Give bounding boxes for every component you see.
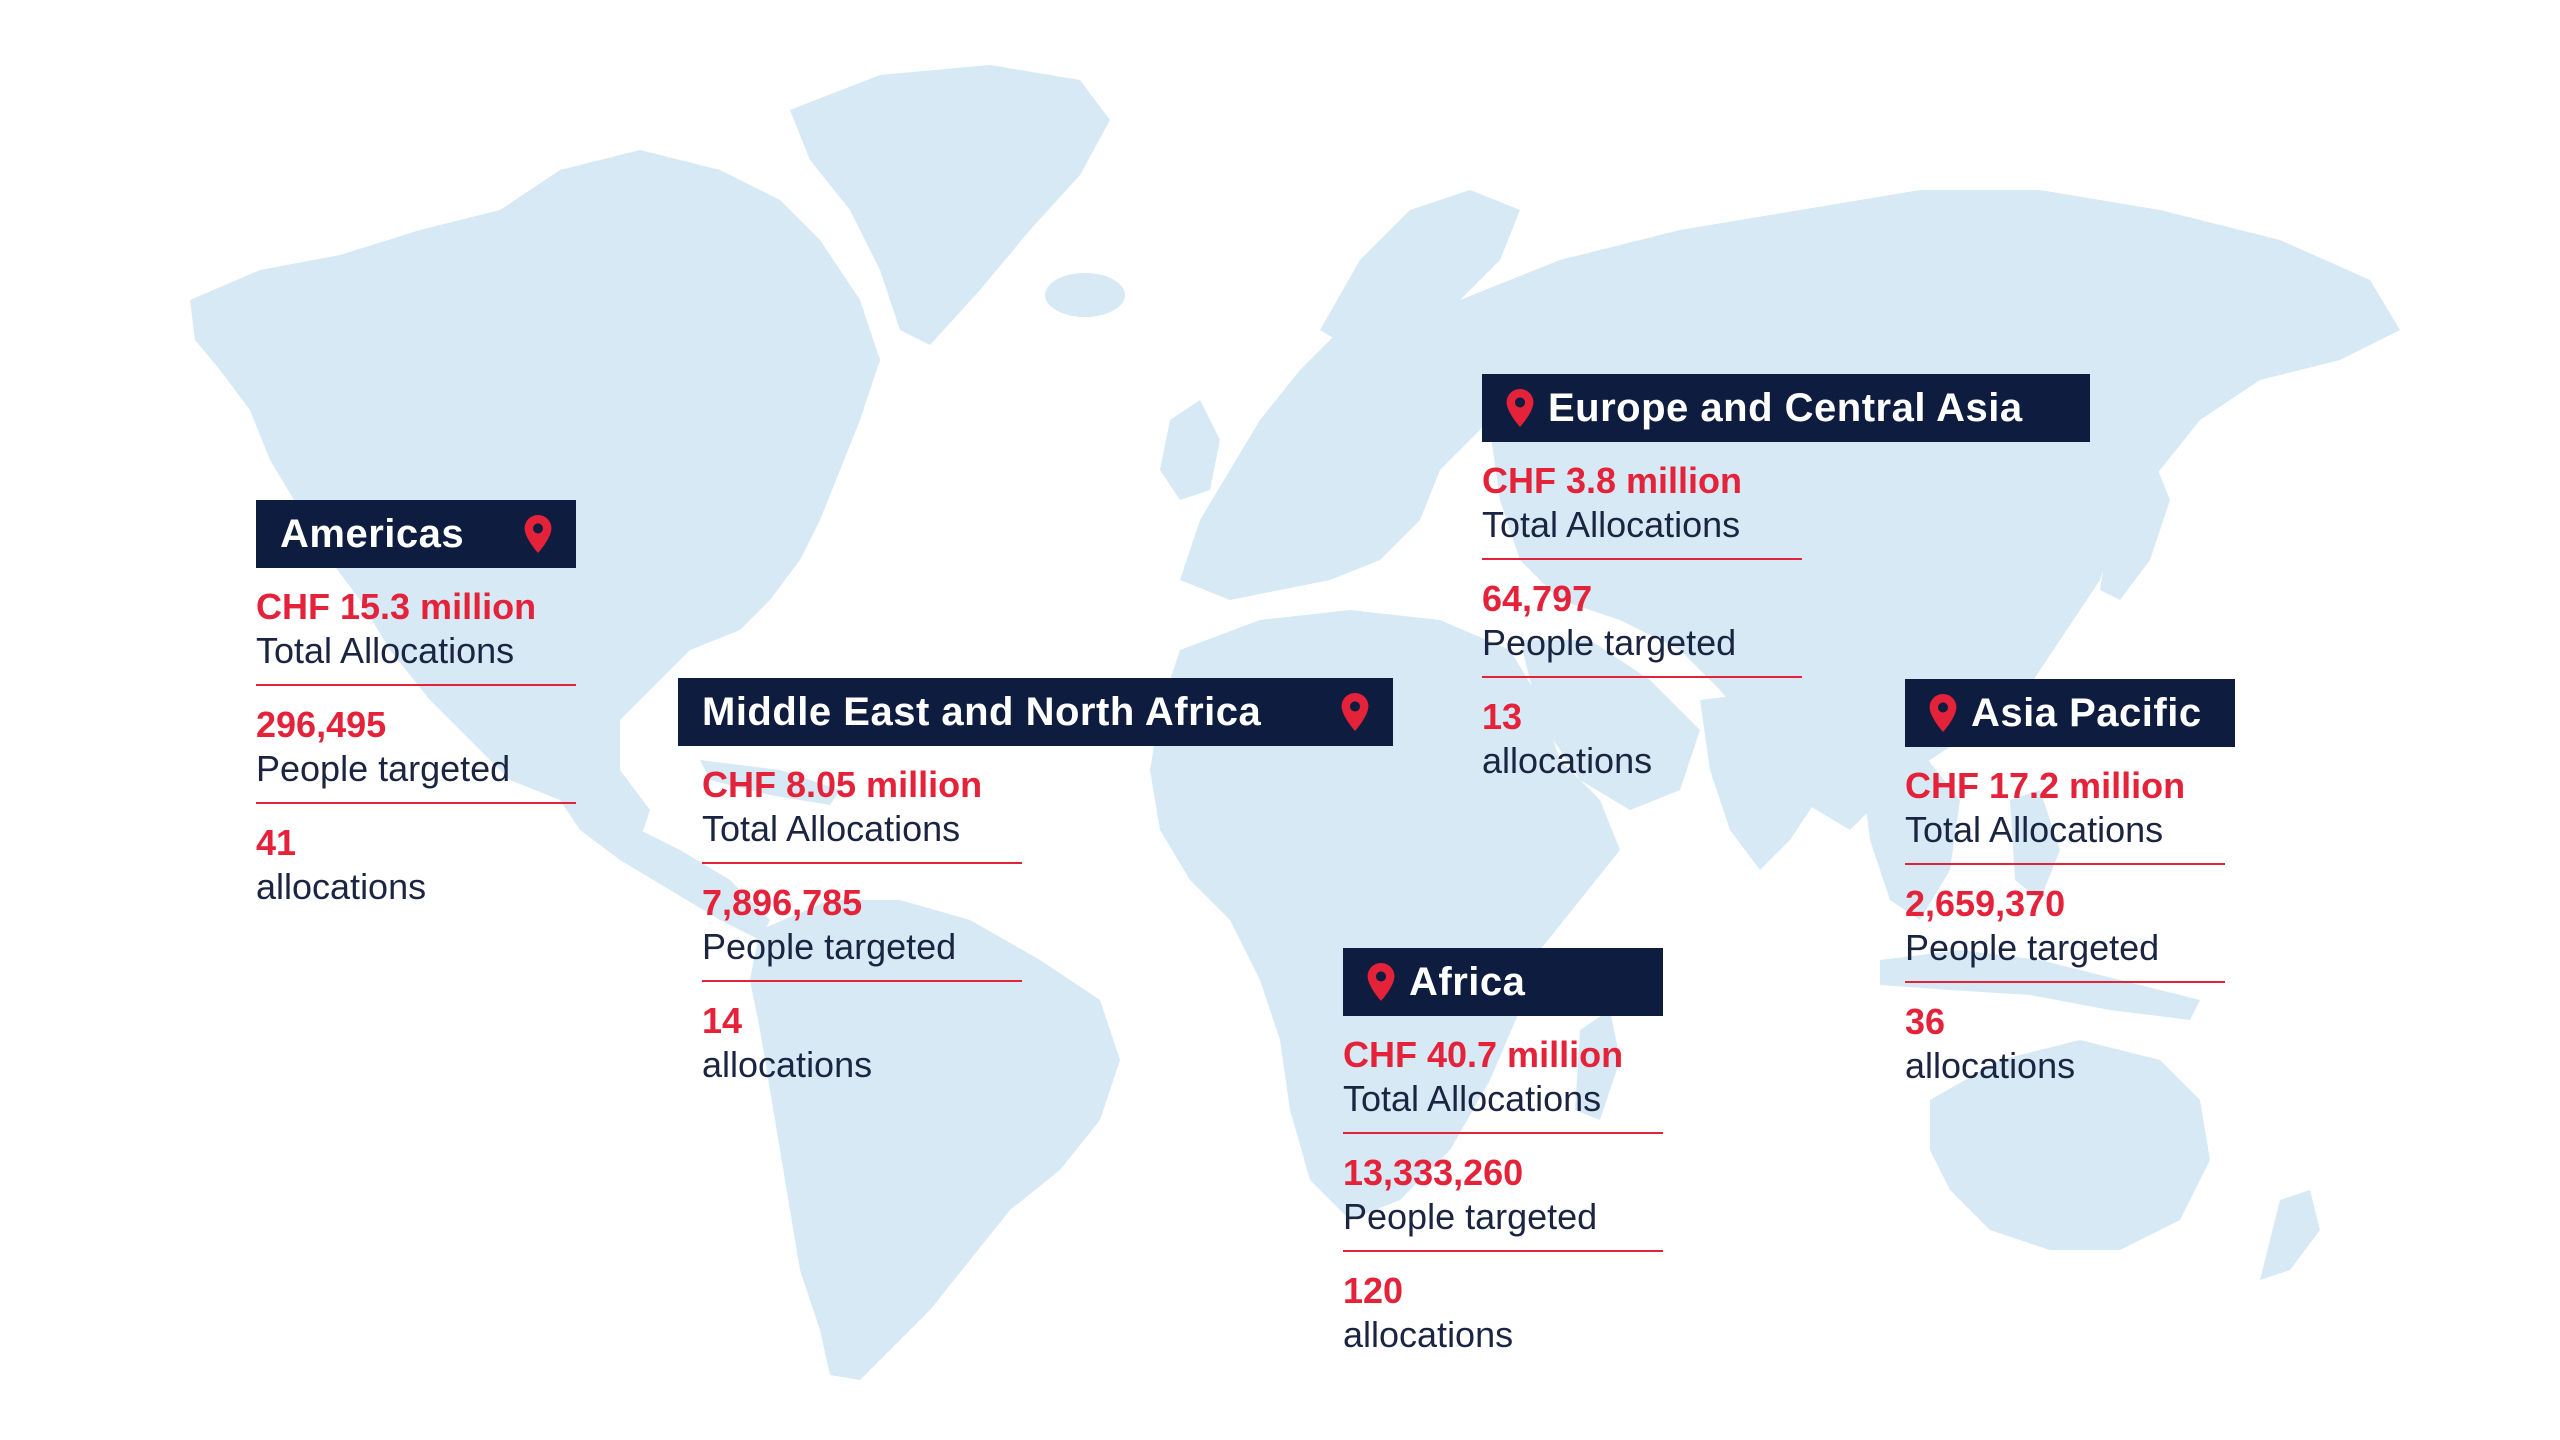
- stat-label: allocations: [1343, 1314, 1514, 1355]
- region-header: Middle East and North Africa: [678, 678, 1393, 746]
- north-america-shape: [190, 150, 880, 840]
- madagascar-shape: [1575, 1010, 1620, 1120]
- indonesia-shape: [1880, 950, 2200, 1020]
- map-pin-icon: [1341, 693, 1369, 731]
- iceland-shape: [1045, 273, 1125, 317]
- region-mena: Middle East and North Africa CHF 8.05 mi…: [678, 678, 1393, 1098]
- region-name: Asia Pacific: [1971, 690, 2202, 735]
- stat-value: 7,896,785: [702, 882, 863, 923]
- stat-allocations: 13 allocations: [1482, 696, 1802, 794]
- stat-label: allocations: [1905, 1045, 2076, 1086]
- stat-label: People targeted: [1482, 620, 1802, 678]
- region-asia-pacific: Asia Pacific CHF 17.2 million Total Allo…: [1905, 679, 2235, 1099]
- stat-value: 64,797: [1482, 578, 1593, 619]
- australia-shape: [1930, 1040, 2210, 1250]
- region-name: Middle East and North Africa: [702, 689, 1262, 734]
- region-europe-central-asia: Europe and Central Asia CHF 3.8 million …: [1482, 374, 2090, 794]
- british-isles-shape: [1160, 400, 1220, 500]
- philippines-shape: [2010, 790, 2060, 900]
- stat-label: allocations: [256, 866, 427, 907]
- stat-allocations: 41 allocations: [256, 822, 576, 920]
- region-header: Africa: [1343, 948, 1663, 1016]
- map-pin-icon: [524, 515, 552, 553]
- stat-label: Total Allocations: [256, 628, 576, 686]
- stat-allocations: 36 allocations: [1905, 1001, 2225, 1099]
- region-stats: CHF 15.3 million Total Allocations 296,4…: [256, 586, 576, 920]
- stat-total-allocations: CHF 17.2 million Total Allocations: [1905, 765, 2225, 865]
- scandinavia-shape: [1320, 190, 1520, 360]
- central-america-shape: [560, 800, 770, 940]
- map-pin-icon: [1929, 694, 1957, 732]
- stat-value: CHF 40.7 million: [1343, 1034, 1624, 1075]
- stat-label: allocations: [1482, 740, 1653, 781]
- region-name: Africa: [1409, 959, 1526, 1004]
- stat-label: Total Allocations: [1482, 502, 1802, 560]
- stat-label: People targeted: [1905, 925, 2225, 983]
- stat-total-allocations: CHF 8.05 million Total Allocations: [702, 764, 1022, 864]
- stat-value: 14: [702, 1000, 743, 1041]
- stat-value: CHF 3.8 million: [1482, 460, 1743, 501]
- stat-total-allocations: CHF 40.7 million Total Allocations: [1343, 1034, 1663, 1134]
- stat-total-allocations: CHF 3.8 million Total Allocations: [1482, 460, 1802, 560]
- map-pin-icon: [1506, 389, 1534, 427]
- stat-allocations: 14 allocations: [702, 1000, 1022, 1098]
- stat-people-targeted: 2,659,370 People targeted: [1905, 883, 2225, 983]
- stat-value: 36: [1905, 1001, 1946, 1042]
- stat-value: 41: [256, 822, 297, 863]
- region-name: Europe and Central Asia: [1548, 385, 2023, 430]
- stat-allocations: 120 allocations: [1343, 1270, 1663, 1368]
- region-africa: Africa CHF 40.7 million Total Allocation…: [1343, 948, 1663, 1368]
- region-stats: CHF 3.8 million Total Allocations 64,797…: [1482, 460, 2090, 794]
- japan-shape: [2100, 450, 2170, 600]
- stat-people-targeted: 13,333,260 People targeted: [1343, 1152, 1663, 1252]
- caribbean-shape: [700, 760, 840, 805]
- stat-people-targeted: 7,896,785 People targeted: [702, 882, 1022, 982]
- stat-value: CHF 17.2 million: [1905, 765, 2186, 806]
- asia-shape: [1460, 190, 2400, 830]
- south-america-shape: [750, 900, 1120, 1380]
- india-shape: [1700, 690, 1840, 870]
- stat-label: allocations: [702, 1044, 873, 1085]
- region-header: Asia Pacific: [1905, 679, 2235, 747]
- southeast-asia-shape: [1860, 750, 1960, 920]
- stat-value: CHF 15.3 million: [256, 586, 537, 627]
- stat-value: 2,659,370: [1905, 883, 2066, 924]
- stat-label: People targeted: [256, 746, 576, 804]
- europe-shape: [1180, 300, 1510, 600]
- region-header: Americas: [256, 500, 576, 568]
- greenland-shape: [790, 65, 1110, 345]
- stat-value: 13: [1482, 696, 1523, 737]
- region-stats: CHF 8.05 million Total Allocations 7,896…: [678, 764, 1393, 1098]
- stat-label: People targeted: [702, 924, 1022, 982]
- stat-value: 13,333,260: [1343, 1152, 1524, 1193]
- region-stats: CHF 17.2 million Total Allocations 2,659…: [1905, 765, 2235, 1099]
- stat-label: People targeted: [1343, 1194, 1663, 1252]
- stat-people-targeted: 64,797 People targeted: [1482, 578, 1802, 678]
- stat-value: 296,495: [256, 704, 387, 745]
- stat-label: Total Allocations: [702, 806, 1022, 864]
- region-americas: Americas CHF 15.3 million Total Allocati…: [256, 500, 576, 920]
- stat-total-allocations: CHF 15.3 million Total Allocations: [256, 586, 576, 686]
- region-name: Americas: [280, 511, 465, 556]
- africa-shape: [1150, 610, 1620, 1220]
- stat-label: Total Allocations: [1343, 1076, 1663, 1134]
- map-pin-icon: [1367, 963, 1395, 1001]
- region-stats: CHF 40.7 million Total Allocations 13,33…: [1343, 1034, 1663, 1368]
- stat-people-targeted: 296,495 People targeted: [256, 704, 576, 804]
- stat-value: CHF 8.05 million: [702, 764, 983, 805]
- stat-label: Total Allocations: [1905, 807, 2225, 865]
- arabia-shape: [1520, 640, 1700, 810]
- new-zealand-shape: [2260, 1190, 2320, 1280]
- stat-value: 120: [1343, 1270, 1404, 1311]
- region-header: Europe and Central Asia: [1482, 374, 2090, 442]
